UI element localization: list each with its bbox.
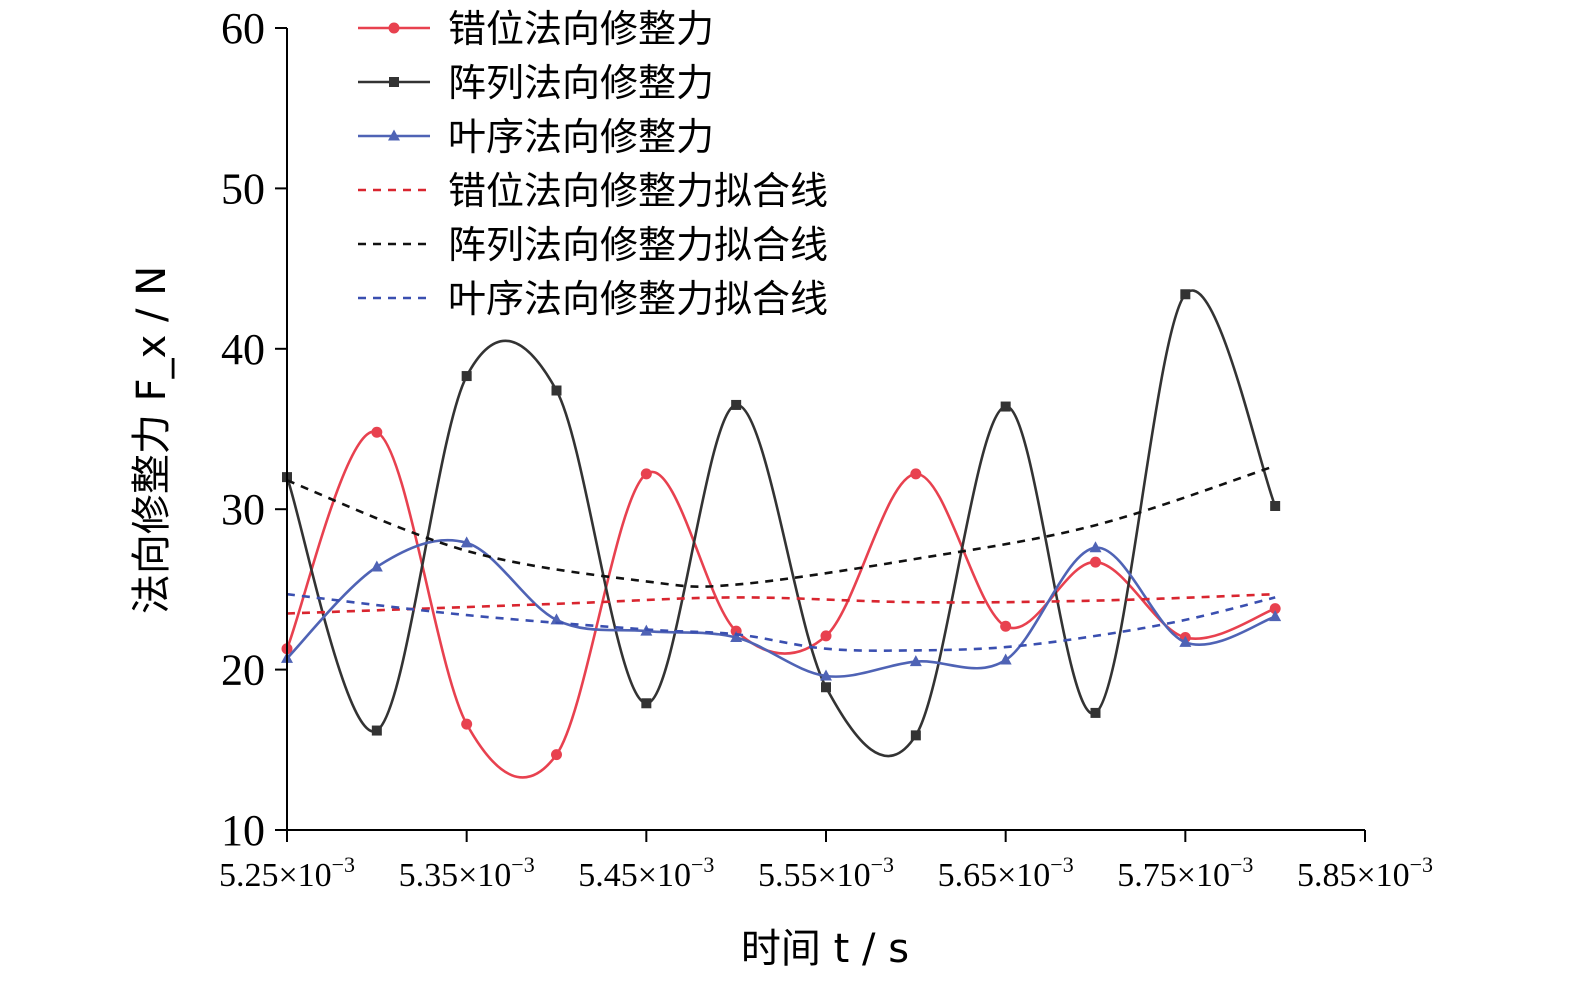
series-misaligned-force xyxy=(281,426,1281,779)
x-tick-label: 5.65×10−3 xyxy=(938,852,1074,894)
x-tick-times: ×10 xyxy=(638,857,691,894)
series-line-phyllotaxis-force xyxy=(286,538,1276,678)
data-point xyxy=(909,655,922,667)
legend-label: 阵列法向修整力拟合线 xyxy=(448,223,828,267)
x-tick-mantissa: 5.45 xyxy=(578,857,638,894)
x-tick-times: ×10 xyxy=(278,857,331,894)
data-point xyxy=(550,613,563,625)
x-axis-title: 时间 t / s xyxy=(741,926,909,972)
x-tick-exponent: −3 xyxy=(691,852,714,877)
data-point xyxy=(371,725,382,736)
data-point xyxy=(1089,541,1102,553)
x-tick-times: ×10 xyxy=(817,857,870,894)
x-tick-times: ×10 xyxy=(997,857,1050,894)
series-line-phyllotaxis-fit xyxy=(286,592,1276,652)
x-tick-exponent: −3 xyxy=(871,852,894,877)
x-tick-times: ×10 xyxy=(1356,857,1409,894)
x-tick-times: ×10 xyxy=(1177,857,1230,894)
legend-label: 叶序法向修整力拟合线 xyxy=(448,277,828,321)
data-point xyxy=(1000,401,1011,412)
x-tick-exponent: −3 xyxy=(511,852,534,877)
y-tick-label: 20 xyxy=(221,646,265,695)
x-tick-label: 5.25×10−3 xyxy=(219,852,355,894)
x-tick-mantissa: 5.55 xyxy=(758,857,818,894)
series-phyllotaxis-force xyxy=(281,536,1282,681)
data-point xyxy=(1269,610,1282,622)
data-point xyxy=(910,468,922,480)
x-tick-exponent: −3 xyxy=(1050,852,1073,877)
data-point xyxy=(820,630,832,642)
series-line-array-fit xyxy=(286,464,1276,588)
y-tick-label: 40 xyxy=(221,325,265,374)
x-tick-exponent: −3 xyxy=(1230,852,1253,877)
data-point xyxy=(371,426,383,438)
series-line-array-force xyxy=(285,289,1277,758)
legend-marker xyxy=(389,77,399,87)
x-tick-label: 5.85×10−3 xyxy=(1297,852,1433,894)
legend-item-phyllotaxis-fit: 叶序法向修整力拟合线 xyxy=(358,277,828,321)
data-point xyxy=(551,749,562,761)
data-point xyxy=(820,669,832,681)
x-tick-exponent: −3 xyxy=(1410,852,1433,877)
data-point xyxy=(551,385,562,396)
legend: 错位法向修整力阵列法向修整力叶序法向修整力错位法向修整力拟合线阵列法向修整力拟合… xyxy=(358,7,828,321)
legend-item-misaligned-force: 错位法向修整力 xyxy=(358,7,714,51)
x-tick-label: 5.55×10−3 xyxy=(758,852,894,894)
x-tick-label: 5.35×10−3 xyxy=(399,852,535,894)
x-tick-mantissa: 5.25 xyxy=(219,857,279,894)
data-point xyxy=(1000,620,1012,632)
x-tick-times: ×10 xyxy=(458,857,511,894)
data-point xyxy=(641,698,652,709)
y-tick-label: 60 xyxy=(221,4,265,53)
data-point xyxy=(640,468,652,480)
y-tick-label: 10 xyxy=(221,806,265,855)
x-tick-mantissa: 5.85 xyxy=(1297,857,1357,894)
data-point xyxy=(1090,556,1101,568)
legend-label: 叶序法向修整力 xyxy=(448,115,714,159)
legend-label: 错位法向修整力拟合线 xyxy=(448,169,828,213)
x-tick-label: 5.75×10−3 xyxy=(1117,852,1253,894)
series-phyllotaxis-fit xyxy=(286,592,1276,652)
data-point xyxy=(731,399,742,410)
y-tick-label: 30 xyxy=(221,485,265,534)
data-point xyxy=(1180,289,1191,300)
x-tick-mantissa: 5.65 xyxy=(938,857,998,894)
legend-item-misaligned-fit: 错位法向修整力拟合线 xyxy=(358,169,828,213)
data-point xyxy=(461,371,472,382)
data-point xyxy=(821,682,831,693)
x-tick-mantissa: 5.35 xyxy=(399,857,459,894)
x-tick-mantissa: 5.75 xyxy=(1117,857,1177,894)
legend-item-phyllotaxis-force: 叶序法向修整力 xyxy=(358,115,714,159)
data-point xyxy=(1179,635,1192,647)
data-point xyxy=(460,536,473,548)
series-line-misaligned-force xyxy=(285,430,1276,779)
data-point xyxy=(461,718,473,730)
series-array-force xyxy=(282,289,1281,758)
data-point xyxy=(1270,500,1281,511)
legend-marker xyxy=(388,22,400,34)
legend-label: 阵列法向修整力 xyxy=(448,61,714,105)
x-tick-label: 5.45×10−3 xyxy=(578,852,714,894)
data-point xyxy=(1269,603,1281,615)
x-tick-exponent: −3 xyxy=(332,852,355,877)
data-point xyxy=(999,653,1012,665)
legend-label: 错位法向修整力 xyxy=(448,7,714,51)
series-array-fit xyxy=(286,464,1276,588)
y-tick-label: 50 xyxy=(221,164,265,213)
data-point xyxy=(370,560,383,572)
data-point xyxy=(1090,707,1101,718)
y-axis-title: 法向修整力 F_x / N xyxy=(129,266,175,614)
legend-item-array-force: 阵列法向修整力 xyxy=(358,61,714,105)
legend-item-array-fit: 阵列法向修整力拟合线 xyxy=(358,223,828,267)
data-point xyxy=(730,631,743,643)
data-point xyxy=(910,730,921,741)
legend-marker xyxy=(388,129,400,141)
